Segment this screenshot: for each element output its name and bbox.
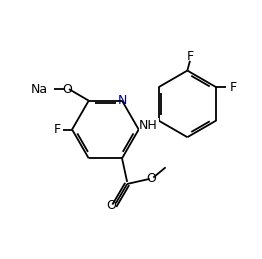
- Text: O: O: [106, 199, 116, 212]
- Text: O: O: [146, 172, 156, 185]
- Text: O: O: [62, 83, 72, 96]
- Text: F: F: [230, 81, 237, 94]
- Text: NH: NH: [139, 119, 158, 132]
- Text: F: F: [53, 123, 61, 136]
- Text: F: F: [186, 51, 194, 63]
- Text: N: N: [117, 94, 127, 107]
- Text: Na: Na: [31, 83, 48, 96]
